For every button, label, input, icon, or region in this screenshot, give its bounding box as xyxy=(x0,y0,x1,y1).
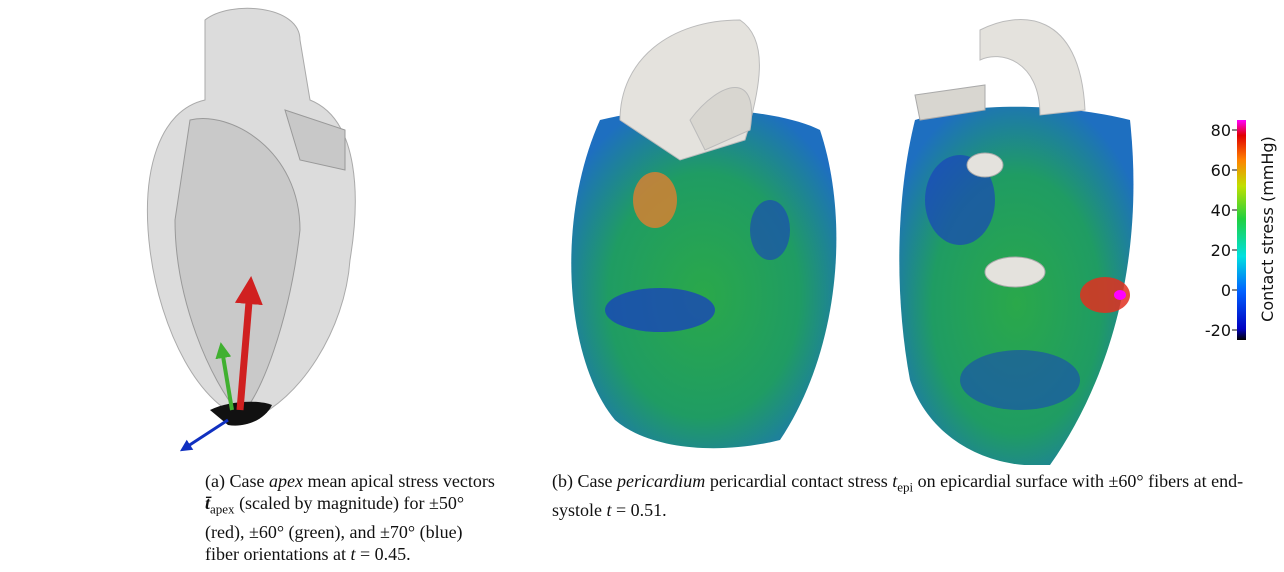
caption-run: t xyxy=(606,499,612,520)
caption: (b) Case pericardium pericardial contact… xyxy=(552,470,1264,521)
caption-run: t xyxy=(892,471,898,491)
tick-label: 20 xyxy=(1211,241,1231,260)
caption-run: t xyxy=(350,543,356,564)
colorbar-scale xyxy=(1237,120,1246,340)
caption: (a) Case apex mean apical stress vectors… xyxy=(205,470,495,565)
heart-anterior xyxy=(571,19,837,449)
subscript: epi xyxy=(897,479,914,495)
colorbar-title: Contact stress (mmHg) xyxy=(1258,136,1277,322)
caption-run: mean apical stress vectors xyxy=(302,471,495,491)
heart-posterior xyxy=(899,19,1134,465)
tick-label: 40 xyxy=(1211,201,1231,220)
caption-run: = 0.51. xyxy=(611,499,667,520)
caption-run: apex xyxy=(268,471,303,491)
heart-translucent xyxy=(147,7,356,452)
tick-label: 0 xyxy=(1221,281,1231,300)
caption-run: on epicardial surface with ±60° fibers a… xyxy=(552,471,1244,520)
tick-label: -20 xyxy=(1205,321,1231,340)
caption-run: (a) Case xyxy=(205,471,269,491)
figure-art: Contact stress (mmHg) 80 60 40 20 0 -20 xyxy=(147,7,1277,465)
caption-run: t̄ xyxy=(205,493,211,513)
subscript: apex xyxy=(210,501,235,517)
caption-run: (b) Case xyxy=(552,471,617,491)
caption-run: pericardium xyxy=(616,471,706,491)
caption-run: pericardial contact stress xyxy=(705,471,893,491)
caption-run: = 0.45. xyxy=(355,543,411,564)
tick-label: 80 xyxy=(1211,121,1231,140)
caption-run: (scaled by magnitude) for ±50° (red), ±6… xyxy=(205,493,465,564)
colorbar: Contact stress (mmHg) 80 60 40 20 0 -20 xyxy=(1205,120,1277,340)
tick-label: 60 xyxy=(1211,161,1231,180)
